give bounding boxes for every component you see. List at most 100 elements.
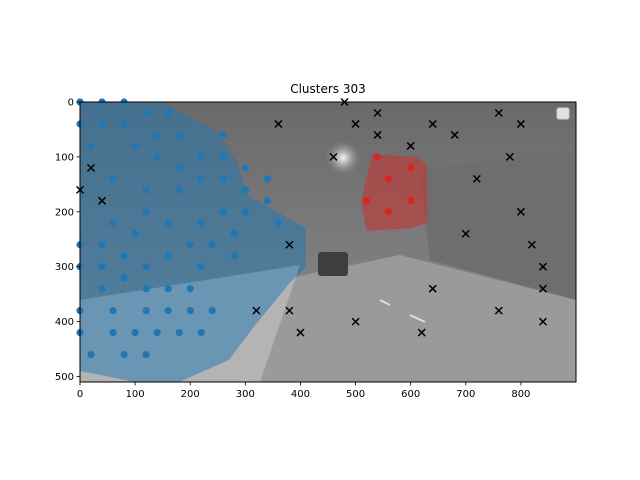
noise-point-stroke <box>538 284 547 293</box>
cluster-point-0 <box>142 109 150 117</box>
cluster-point-0 <box>142 263 150 271</box>
cluster-point-0 <box>98 120 106 128</box>
cluster-point-0 <box>164 285 172 293</box>
cluster-point-0 <box>175 186 183 194</box>
noise-point <box>86 163 96 172</box>
cluster-point-0 <box>131 328 139 337</box>
x-tick-label: 800 <box>511 389 530 400</box>
cluster-point-0 <box>120 350 128 359</box>
cluster-point-0 <box>219 153 227 161</box>
noise-point <box>494 306 503 315</box>
noise-point <box>406 141 415 150</box>
noise-point-stroke <box>274 119 283 128</box>
noise-point-stroke <box>329 152 338 161</box>
cluster-point-0 <box>186 307 194 315</box>
photo-road <box>250 255 576 382</box>
noise-point-stroke <box>296 328 305 337</box>
cluster-point-0 <box>175 164 183 172</box>
noise-point <box>98 196 107 205</box>
cluster-point-0 <box>87 350 95 359</box>
noise-point <box>296 328 305 337</box>
cluster-point-0 <box>142 285 150 293</box>
noise-point <box>285 240 294 249</box>
noise-point <box>252 306 261 315</box>
cluster-point-0 <box>197 219 205 227</box>
noise-point-stroke <box>494 108 503 118</box>
cluster-point-1 <box>385 208 393 216</box>
photo-streetlight <box>325 140 361 176</box>
y-tick-label: 300 <box>55 262 74 273</box>
cluster-point-0 <box>263 175 271 183</box>
noise-point-stroke <box>505 152 514 161</box>
noise-point <box>461 229 470 238</box>
x-axis: 0 100 200 300 400 500 600 700 800 <box>77 382 530 400</box>
noise-point-stroke <box>472 174 481 183</box>
cluster-point-1 <box>385 175 393 183</box>
noise-point-stroke <box>428 119 437 128</box>
y-tick-label: 0 <box>68 98 74 109</box>
noise-point-stroke <box>417 328 426 337</box>
cluster-point-0 <box>219 208 227 216</box>
cluster-point-0 <box>241 164 249 172</box>
noise-point <box>494 108 503 118</box>
cluster-point-0 <box>219 175 227 183</box>
cluster-point-0 <box>208 307 216 315</box>
noise-point <box>538 284 547 293</box>
cluster-point-0 <box>164 109 172 117</box>
photo-lane-marking <box>379 299 391 306</box>
noise-point <box>417 328 426 337</box>
noise-point <box>472 174 481 183</box>
cluster-point-0 <box>241 208 249 216</box>
cluster-point-0 <box>109 328 117 337</box>
noise-point <box>428 284 437 293</box>
cluster-point-0 <box>164 219 172 227</box>
cluster-point-0 <box>153 328 161 337</box>
y-tick-label: 100 <box>55 152 74 163</box>
x-tick-label: 200 <box>181 389 200 400</box>
noise-point <box>373 108 382 118</box>
cluster-point-0 <box>142 307 150 315</box>
legend-box <box>556 107 570 120</box>
cluster-point-0 <box>186 285 194 293</box>
photo-building-right <box>420 150 576 300</box>
noise-point <box>538 262 547 271</box>
cluster-hulls <box>80 102 428 382</box>
cluster-point-0 <box>142 350 150 359</box>
plot-frame <box>79 101 577 383</box>
cluster-point-0 <box>186 241 194 249</box>
noise-point-stroke <box>351 317 360 326</box>
cluster-point-0 <box>120 274 128 282</box>
x-tick-label: 500 <box>346 389 365 400</box>
noise-point-stroke <box>351 119 360 128</box>
cluster-point-0 <box>175 131 183 139</box>
noise-point-stroke <box>285 306 294 315</box>
noise-point <box>351 119 360 128</box>
cluster-point-0 <box>109 175 117 183</box>
cluster-point-0 <box>109 219 117 227</box>
noise-point <box>351 317 360 326</box>
noise-point-stroke <box>494 306 503 315</box>
cluster-point-0 <box>109 307 117 315</box>
x-tick-label: 600 <box>401 389 420 400</box>
cluster-point-0 <box>98 263 106 271</box>
cluster-point-0 <box>153 153 161 161</box>
noise-point <box>450 130 459 139</box>
y-tick-label: 400 <box>55 317 74 328</box>
noise-point-stroke <box>373 130 382 139</box>
cluster-point-1 <box>407 197 415 205</box>
noise-point-stroke <box>527 240 536 249</box>
cluster-point-0 <box>175 328 183 337</box>
cluster-point-0 <box>98 241 106 249</box>
chart-title: Clusters 303 <box>290 82 366 96</box>
noise-point-stroke <box>285 240 294 249</box>
noise-point <box>538 317 547 326</box>
cluster-point-0 <box>131 142 139 150</box>
noise-point-stroke <box>252 306 261 315</box>
cluster-point-0 <box>131 230 139 238</box>
noise-point-stroke <box>461 229 470 238</box>
x-tick-label: 400 <box>291 389 310 400</box>
cluster-point-0 <box>142 186 150 194</box>
cluster-point-0 <box>197 263 205 271</box>
